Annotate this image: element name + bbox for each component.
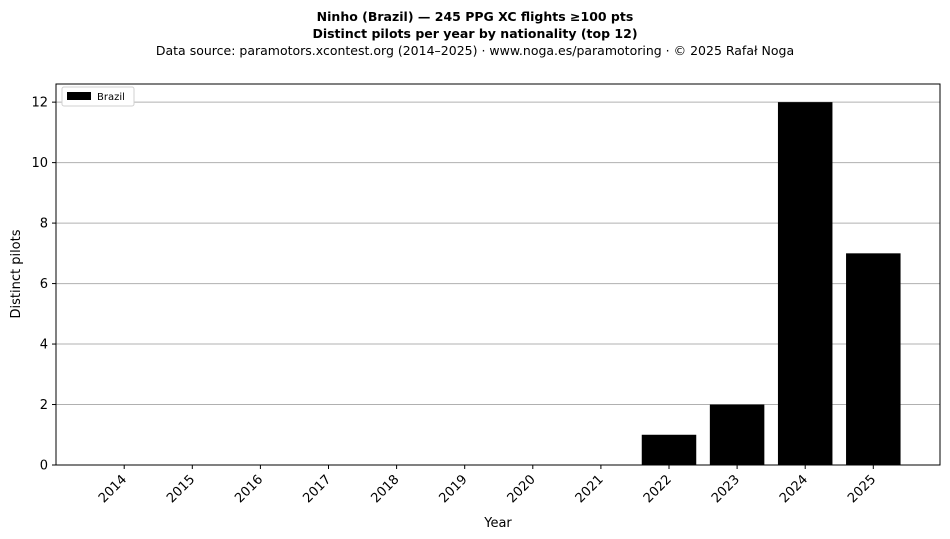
x-tick-label: 2016 (232, 472, 266, 506)
y-axis-label: Distinct pilots (9, 229, 24, 318)
bar-2024 (777, 102, 833, 466)
chart-source-line: Data source: paramotors.xcontest.org (20… (155, 43, 795, 58)
bar-2025 (846, 253, 901, 465)
bar-2023 (709, 404, 765, 465)
x-axis: 2014 2015 2016 2017 2018 2019 2020 2021 2022 2023… (96, 465, 879, 506)
y-tick-label: 12 (31, 96, 48, 111)
x-axis-label: Year (483, 516, 512, 531)
legend-box (61, 86, 135, 107)
legend-swatch-brazil (67, 92, 91, 100)
x-tick-label: 2023 (709, 472, 743, 506)
y-tick-label: 10 (31, 156, 48, 171)
x-tick-label: 2024 (777, 472, 811, 506)
y-tick-label: 6 (40, 277, 48, 292)
chart-title: Ninho (Brazil) — 245 PPG XC flights ≥100… (316, 9, 634, 24)
x-tick-label: 2018 (368, 472, 402, 506)
y-tick-label: 4 (40, 338, 48, 353)
x-tick-label: 2019 (437, 472, 471, 506)
x-tick-label: 2020 (505, 472, 539, 506)
legend-label-brazil: Brazil (97, 92, 125, 103)
legend: Brazil (61, 86, 135, 107)
y-tick-label: 8 (40, 217, 48, 232)
chart-subtitle: Distinct pilots per year by nationality … (312, 26, 638, 41)
bar-2022 (641, 434, 697, 465)
x-tick-label: 2021 (573, 472, 607, 506)
x-tick-label: 2022 (641, 472, 675, 506)
y-tick-label: 0 (40, 459, 48, 474)
y-axis: 0 2 4 6 8 10 12 (31, 96, 56, 474)
y-tick-label: 2 (40, 398, 48, 413)
plot-frame (55, 83, 941, 466)
bars (641, 102, 901, 466)
x-tick-label: 2015 (164, 472, 198, 506)
x-tick-label: 2017 (300, 472, 334, 506)
x-tick-label: 2014 (96, 472, 130, 506)
x-tick-label: 2025 (845, 472, 879, 506)
